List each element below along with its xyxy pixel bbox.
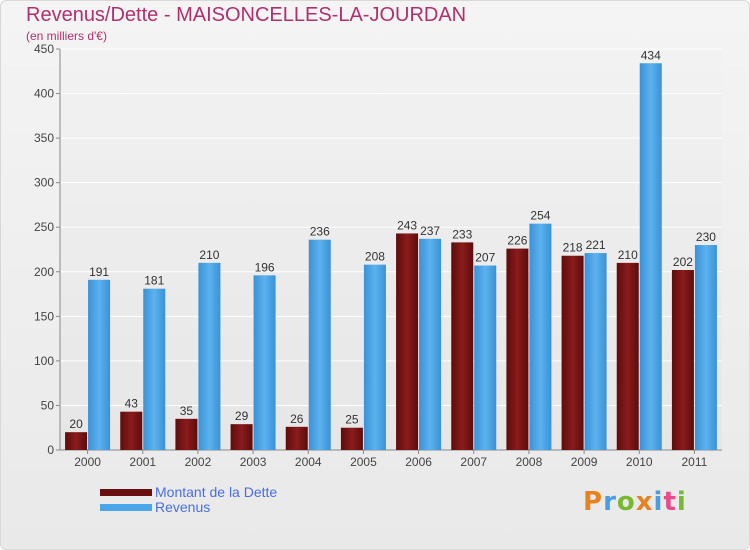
logo-letter: x [635, 487, 654, 517]
bar-dette [120, 411, 143, 450]
data-label-revenus: 208 [365, 250, 385, 264]
x-tick-label: 2008 [516, 455, 543, 469]
data-label-revenus: 196 [255, 260, 275, 274]
data-label-revenus: 210 [199, 248, 219, 262]
x-tick-label: 2007 [460, 455, 487, 469]
bar-revenus [253, 275, 276, 450]
bar-dette [561, 255, 584, 450]
data-label-revenus: 236 [310, 225, 330, 239]
bar-revenus [143, 288, 166, 450]
data-label-revenus: 221 [586, 238, 606, 252]
y-tick-label: 150 [34, 309, 54, 323]
data-label-revenus: 230 [696, 230, 716, 244]
x-tick-label: 2001 [129, 455, 156, 469]
logo-letter: o [616, 487, 636, 517]
plot-area [60, 49, 722, 450]
logo-letter: P [583, 487, 604, 517]
data-label-dette: 35 [180, 404, 194, 418]
bar-revenus [419, 238, 442, 450]
bar-dette [396, 233, 419, 450]
data-label-dette: 218 [563, 241, 583, 255]
data-label-dette: 243 [397, 218, 417, 232]
data-label-dette: 210 [618, 248, 638, 262]
bar-dette [506, 248, 529, 450]
bar-revenus [639, 63, 662, 450]
data-label-revenus: 254 [530, 209, 550, 223]
data-label-revenus: 237 [420, 224, 440, 238]
y-tick-label: 350 [34, 131, 54, 145]
x-tick-label: 2003 [240, 455, 267, 469]
bar-revenus [474, 265, 497, 450]
data-label-revenus: 191 [89, 265, 109, 279]
logo-letter: r [603, 487, 617, 517]
data-label-dette: 20 [69, 417, 83, 431]
y-tick-label: 300 [34, 176, 54, 190]
x-tick-label: 2006 [405, 455, 432, 469]
bar-dette [285, 426, 308, 450]
y-tick-label: 200 [34, 265, 54, 279]
bar-dette [451, 242, 474, 450]
x-tick-label: 2010 [626, 455, 653, 469]
proxiti-logo: Proxiti [583, 487, 687, 517]
bar-revenus [198, 262, 221, 450]
y-tick-label: 250 [34, 220, 54, 234]
data-label-dette: 226 [507, 234, 527, 248]
y-tick-label: 400 [34, 87, 54, 101]
x-tick-label: 2005 [350, 455, 377, 469]
x-tick-label: 2004 [295, 455, 322, 469]
logo-letter: t [663, 487, 677, 517]
data-label-dette: 202 [673, 255, 693, 269]
bar-revenus [529, 223, 552, 450]
bar-revenus [88, 279, 111, 450]
logo-letter: i [676, 487, 687, 517]
legend-label-revenus: Revenus [155, 499, 211, 515]
data-label-dette: 233 [452, 227, 472, 241]
bar-dette [671, 269, 694, 450]
data-label-dette: 26 [290, 412, 304, 426]
x-tick-label: 2000 [74, 455, 101, 469]
bar-dette [230, 424, 253, 450]
bar-revenus [308, 239, 331, 450]
bar-dette [340, 427, 363, 450]
data-label-dette: 43 [125, 397, 139, 411]
chart-subtitle: (en milliers d'€) [26, 29, 107, 43]
bar-dette [616, 262, 639, 450]
data-label-revenus: 181 [144, 274, 164, 288]
x-tick-label: 2011 [682, 455, 708, 469]
y-tick-label: 0 [47, 443, 54, 457]
legend-swatch-revenus [100, 504, 152, 511]
bar-dette [175, 418, 198, 450]
data-label-revenus: 434 [641, 48, 661, 62]
chart-title: Revenus/Dette - MAISONCELLES-LA-JOURDAN [26, 4, 467, 26]
data-label-dette: 25 [345, 413, 359, 427]
y-tick-label: 450 [34, 42, 54, 56]
data-label-dette: 29 [235, 409, 249, 423]
legend-label-dette: Montant de la Dette [155, 484, 278, 500]
x-tick-label: 2002 [185, 455, 212, 469]
y-tick-label: 50 [41, 398, 55, 412]
logo-letter: i [653, 487, 664, 517]
bar-revenus [694, 245, 717, 450]
x-tick-label: 2009 [571, 455, 598, 469]
legend-swatch-dette [100, 489, 152, 496]
data-label-revenus: 207 [475, 251, 495, 265]
bar-revenus [363, 264, 386, 450]
y-tick-label: 100 [34, 354, 54, 368]
bar-revenus [584, 253, 607, 450]
bar-dette [65, 432, 88, 450]
